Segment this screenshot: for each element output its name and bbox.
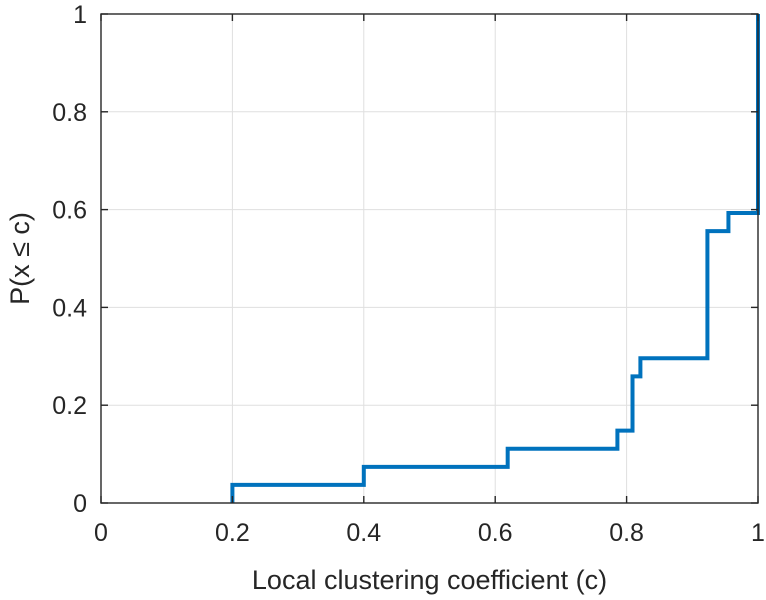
- axes-box: [100, 13, 759, 504]
- x-tick-label: 0: [94, 519, 108, 547]
- grid: [100, 13, 759, 504]
- y-tick-label: 0: [73, 490, 87, 518]
- x-tick-label: 1: [751, 519, 765, 547]
- tick-labels: 0 0.2 0.4 0.6 0.8 1 0 0.2 0.4 0.6 0.8 1: [52, 1, 765, 547]
- x-tick-label: 0.8: [609, 519, 644, 547]
- y-tick-label: 1: [73, 1, 87, 29]
- y-tick-label: 0.6: [52, 197, 87, 225]
- y-tick-label: 0.8: [52, 99, 87, 127]
- y-tick-label: 0.4: [52, 294, 87, 322]
- x-axis-label: Local clustering coefficient (c): [252, 565, 607, 595]
- x-tick-label: 0.2: [215, 519, 250, 547]
- y-axis-label: P(x ≤ c): [5, 212, 35, 305]
- x-tick-label: 0.6: [478, 519, 513, 547]
- y-tick-label: 0.2: [52, 392, 87, 420]
- x-tick-label: 0.4: [346, 519, 381, 547]
- series-line-cdf: [230, 14, 760, 503]
- ticks: [100, 13, 759, 504]
